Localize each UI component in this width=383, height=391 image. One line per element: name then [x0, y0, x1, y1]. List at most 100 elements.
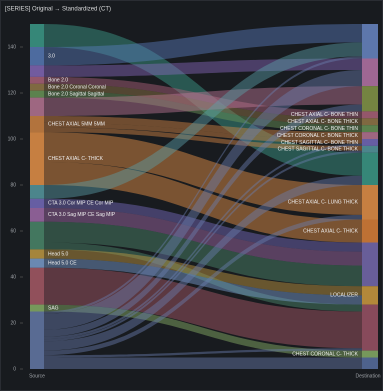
node-label: CHEST CORONAL C- THICK	[292, 351, 358, 357]
link	[44, 116, 362, 139]
links	[44, 24, 362, 369]
node	[362, 139, 378, 146]
link	[44, 214, 362, 356]
link	[44, 221, 362, 287]
link	[44, 24, 362, 66]
node-label: 3.0	[48, 54, 55, 60]
node	[30, 76, 44, 84]
link	[44, 198, 362, 252]
link	[44, 42, 362, 199]
node-label: CTA 3.0 Cor MIP CE Cor MIP	[48, 201, 114, 207]
link	[44, 143, 362, 340]
node	[362, 219, 378, 243]
x-label: Destination	[355, 373, 380, 379]
link	[44, 76, 362, 119]
link	[44, 70, 362, 330]
y-tick-label: 0	[13, 366, 16, 372]
node	[362, 242, 378, 287]
y-tick-label: 140	[8, 44, 17, 50]
node	[362, 111, 378, 119]
node-label: CHEST AXIAL C- BONE THICK	[288, 119, 359, 125]
node-label: Bone 2.0 Coronal Coronal	[48, 85, 106, 91]
node-label: CHEST CORONAL C- BONE THIN	[280, 126, 358, 132]
node	[362, 304, 378, 351]
y-tick-label: 40	[10, 274, 16, 280]
link	[44, 90, 362, 133]
y-tick-label: 60	[10, 228, 16, 234]
node	[30, 90, 44, 98]
node-label: CHEST AXIAL C- LUNG THICK	[288, 200, 359, 206]
node	[362, 185, 378, 220]
link	[44, 127, 362, 151]
node	[362, 24, 378, 59]
node	[30, 208, 44, 222]
node	[30, 267, 44, 305]
node-label: CHEST SAGITTAL C- BONE THICK	[278, 147, 359, 153]
link	[44, 304, 362, 358]
link	[44, 258, 362, 305]
node	[30, 185, 44, 199]
link	[44, 357, 362, 369]
node	[30, 132, 44, 185]
node	[30, 221, 44, 250]
node	[30, 24, 44, 47]
node-label: Head 5.0 CE	[48, 261, 77, 267]
link	[44, 132, 362, 215]
node	[30, 47, 44, 66]
link	[44, 56, 362, 314]
chart-title: [SERIES] Original → Standardized (CT)	[5, 7, 111, 13]
node	[362, 118, 378, 126]
link	[44, 249, 362, 296]
node	[362, 58, 378, 87]
node	[362, 86, 378, 112]
link	[44, 122, 362, 144]
node-label: SAG	[48, 305, 59, 311]
link	[44, 162, 362, 243]
node	[362, 152, 378, 185]
node-label: CHEST CORONAL C- BONE THICK	[277, 133, 359, 139]
y-tick-label: 100	[8, 136, 17, 142]
y-tick-label: 20	[10, 320, 16, 326]
node	[362, 350, 378, 358]
node-label: CHEST SAGITTAL C- BONE THIN	[281, 140, 358, 146]
node	[362, 286, 378, 305]
link	[44, 208, 362, 266]
node-label: LOCALIZER	[330, 293, 358, 299]
node	[30, 65, 44, 77]
node	[362, 125, 378, 133]
nodes	[30, 24, 378, 369]
link	[44, 175, 362, 351]
node	[30, 83, 44, 91]
link	[44, 348, 362, 358]
node	[362, 145, 378, 153]
node-label: CTA 3.0 Sag MIP CE Sag MIP	[48, 212, 116, 218]
node	[30, 97, 44, 116]
link	[44, 267, 362, 349]
link	[44, 24, 362, 176]
node-label: CHEST AXIAL 5MM 5MM	[48, 121, 105, 127]
link	[44, 58, 362, 77]
node	[30, 258, 44, 268]
node-label: Head 5.0	[48, 251, 69, 257]
node-label: Bone 2.0	[48, 78, 68, 84]
node	[30, 249, 44, 259]
node	[30, 311, 44, 369]
x-label: Source	[29, 373, 45, 379]
link	[44, 86, 362, 116]
node-label: CHEST AXIAL C- BONE THIN	[291, 112, 359, 118]
y-tick-label: 120	[8, 90, 17, 96]
link	[44, 104, 362, 337]
node-label: CHEST AXIAL C- THICK	[303, 228, 359, 234]
node-label: Bone 2.0 Sagittal Sagittal	[48, 91, 104, 97]
y-tick-label: 80	[10, 182, 16, 188]
link	[44, 150, 362, 342]
node-label: CHEST AXIAL C- THICK	[48, 156, 104, 162]
link	[44, 83, 362, 126]
node	[30, 198, 44, 208]
node	[362, 132, 378, 139]
node	[30, 304, 44, 312]
